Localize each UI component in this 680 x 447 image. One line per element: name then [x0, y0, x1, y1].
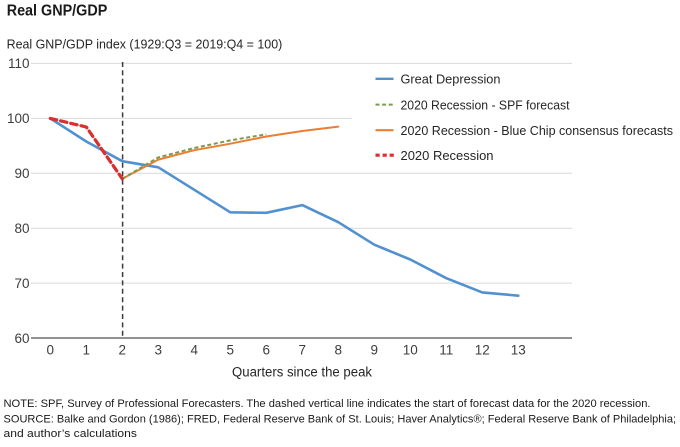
svg-text:NOTE: SPF, Survey of Professio: NOTE: SPF, Survey of Professional Foreca… — [4, 398, 651, 410]
svg-text:4: 4 — [191, 343, 199, 358]
svg-text:90: 90 — [14, 166, 29, 181]
svg-text:80: 80 — [14, 221, 29, 236]
svg-text:12: 12 — [475, 343, 490, 358]
svg-text:Real GNP/GDP: Real GNP/GDP — [7, 2, 108, 19]
svg-text:2020 Recession - SPF forecast: 2020 Recession - SPF forecast — [401, 97, 570, 112]
svg-text:Great Depression: Great Depression — [401, 71, 501, 86]
svg-text:Quarters since the peak: Quarters since the peak — [232, 364, 372, 379]
svg-text:2020 Recession: 2020 Recession — [401, 148, 494, 163]
svg-text:100: 100 — [7, 111, 30, 126]
svg-text:Real GNP/GDP index (1929:Q3 =: Real GNP/GDP index (1929:Q3 = 2019:Q4 = … — [7, 36, 283, 51]
svg-text:70: 70 — [14, 276, 29, 291]
svg-text:9: 9 — [371, 343, 379, 358]
svg-text:SOURCE: Balke and Gordon (1986: SOURCE: Balke and Gordon (1986); FRED, F… — [4, 413, 677, 425]
svg-text:60: 60 — [14, 331, 29, 346]
svg-text:10: 10 — [403, 343, 418, 358]
svg-text:13: 13 — [511, 343, 526, 358]
svg-text:5: 5 — [227, 343, 235, 358]
svg-text:6: 6 — [263, 343, 271, 358]
svg-text:3: 3 — [155, 343, 163, 358]
svg-text:2020 Recession - Blue Chip con: 2020 Recession - Blue Chip consensus for… — [401, 123, 674, 138]
svg-text:2: 2 — [119, 343, 127, 358]
svg-text:1: 1 — [83, 343, 91, 358]
svg-text:0: 0 — [47, 343, 55, 358]
svg-text:and author’s calculations: and author’s calculations — [4, 428, 138, 440]
svg-text:7: 7 — [299, 343, 307, 358]
svg-text:11: 11 — [439, 343, 453, 358]
svg-text:110: 110 — [8, 56, 30, 71]
svg-text:8: 8 — [335, 343, 343, 358]
